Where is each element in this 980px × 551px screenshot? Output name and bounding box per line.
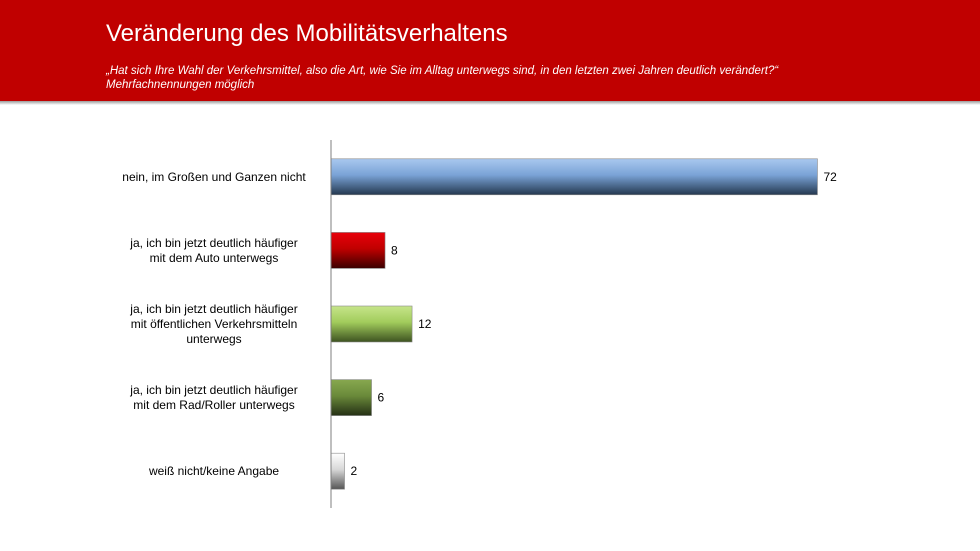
bar-5 [330,452,345,490]
value-label-5: 2 [351,464,358,478]
value-label-2: 8 [391,243,398,257]
category-label-3: ja, ich bin jetzt deutlich häufiger mit ö… [129,302,297,346]
category-label-4: ja, ich bin jetzt deutlich häufiger mit d… [129,383,297,412]
header-banner [0,0,980,101]
category-label-1: nein, im Großen und Ganzen nicht [122,170,306,184]
bar-2 [330,232,386,269]
value-label-4: 6 [378,391,385,405]
bar-3 [330,305,413,343]
chart-subtitle: „Hat sich Ihre Wahl der Verkehrsmittel, … [106,64,778,92]
category-label-2: ja, ich bin jetzt deutlich häufiger mit d… [129,236,297,265]
chart-title: Veränderung des Mobilitätsverhaltens [106,20,508,47]
bar-4 [330,379,372,416]
category-label-5: weiß nicht/keine Angabe [148,464,279,478]
bar-1 [330,158,818,196]
value-label-3: 12 [418,317,432,331]
survey-question: „Hat sich Ihre Wahl der Verkehrsmittel, … [106,65,779,77]
header-shadow [0,101,980,105]
value-label-1: 72 [823,170,837,184]
multiple-answers-note: Mehrfachnennungen möglich [106,79,255,91]
